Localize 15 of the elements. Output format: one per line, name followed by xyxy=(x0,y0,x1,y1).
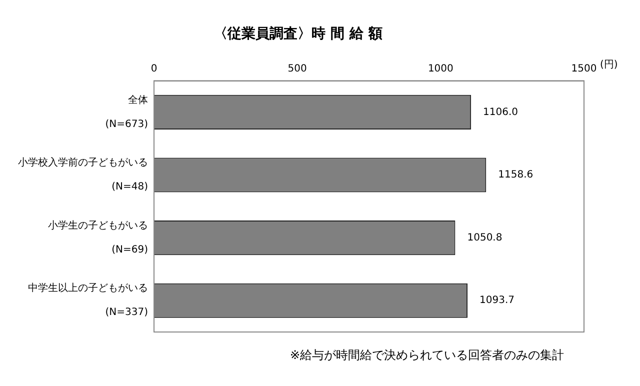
data-label: 1158.6 xyxy=(498,170,534,181)
category-label: 中学生以上の子どもがいる (N=337) xyxy=(28,283,148,318)
category-label: 小学校入学前の子どもがいる (N=48) xyxy=(18,158,148,193)
data-label: 1050.8 xyxy=(467,232,502,244)
x-tick-label: 1500 xyxy=(571,63,597,74)
x-tick-label: 0 xyxy=(150,63,158,74)
x-tick-label: 1000 xyxy=(428,63,454,74)
category-label: 全体 (N=673) xyxy=(105,94,148,130)
data-label: 1106.0 xyxy=(483,106,518,118)
chart-title: 〈従業員調査〉時 間 給 額 xyxy=(214,25,382,42)
text: ※給与が時間給で決められている回答者のみの集計 xyxy=(290,348,564,362)
x-tick-label: 500 xyxy=(288,63,307,74)
data-label: 1093.7 xyxy=(480,295,515,306)
category-label: 小学生の子どもがいる (N=69) xyxy=(48,220,148,256)
x-axis-title: (円) xyxy=(600,59,618,70)
